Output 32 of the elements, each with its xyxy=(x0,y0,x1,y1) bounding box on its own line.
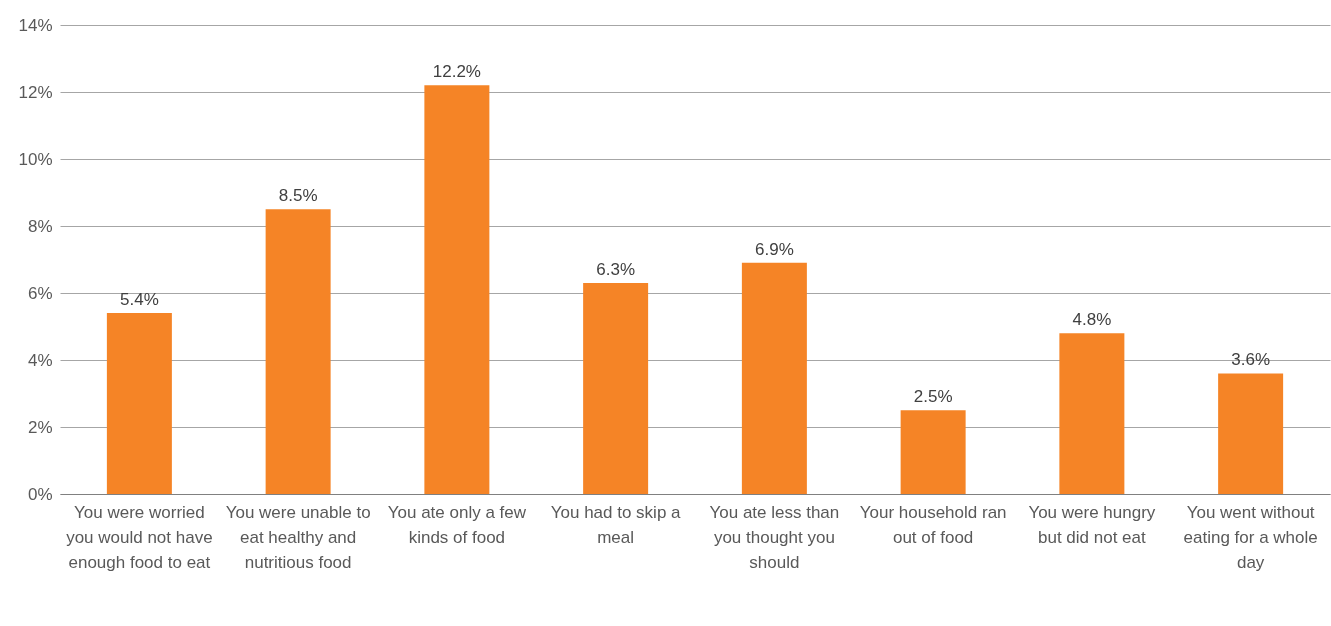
bar xyxy=(265,209,331,494)
bar xyxy=(1218,373,1284,494)
y-tick-label: 10% xyxy=(18,149,53,169)
y-tick-label: 12% xyxy=(18,82,53,102)
data-label: 3.6% xyxy=(1231,350,1270,370)
bar xyxy=(900,410,966,494)
x-tick-label: You had to skip a meal xyxy=(550,502,682,547)
data-label: 8.5% xyxy=(278,186,318,206)
bar xyxy=(1059,333,1125,494)
y-tick-label: 0% xyxy=(27,484,53,504)
bar xyxy=(583,282,649,494)
data-label: 6.9% xyxy=(755,239,794,259)
data-label: 5.4% xyxy=(120,290,159,310)
x-tick-label: You were worried you would not have enough food to eat xyxy=(66,502,213,572)
x-tick-label: You were unable to eat healthy and nutritious food xyxy=(225,502,371,572)
y-tick-label: 6% xyxy=(27,283,53,303)
bar xyxy=(741,262,807,494)
x-tick-label: You ate less than you thought you should xyxy=(709,502,840,572)
y-tick-label: 8% xyxy=(27,216,53,236)
x-tick-label: Your household ran out of food xyxy=(859,502,1007,547)
x-tick-label: You ate only a few kinds of food xyxy=(387,502,527,547)
x-tick-label: You were hungry but did not eat xyxy=(1028,502,1156,547)
data-label: 12.2% xyxy=(432,62,481,82)
x-tick-label: You went without eating for a whole day xyxy=(1183,502,1318,572)
bar xyxy=(106,313,172,494)
data-label: 6.3% xyxy=(596,259,635,279)
y-tick-label: 2% xyxy=(27,417,53,437)
y-tick-label: 4% xyxy=(27,350,53,370)
bar xyxy=(424,85,490,494)
data-label: 2.5% xyxy=(913,387,953,407)
y-tick-label: 14% xyxy=(18,15,53,35)
data-label: 4.8% xyxy=(1072,310,1112,330)
